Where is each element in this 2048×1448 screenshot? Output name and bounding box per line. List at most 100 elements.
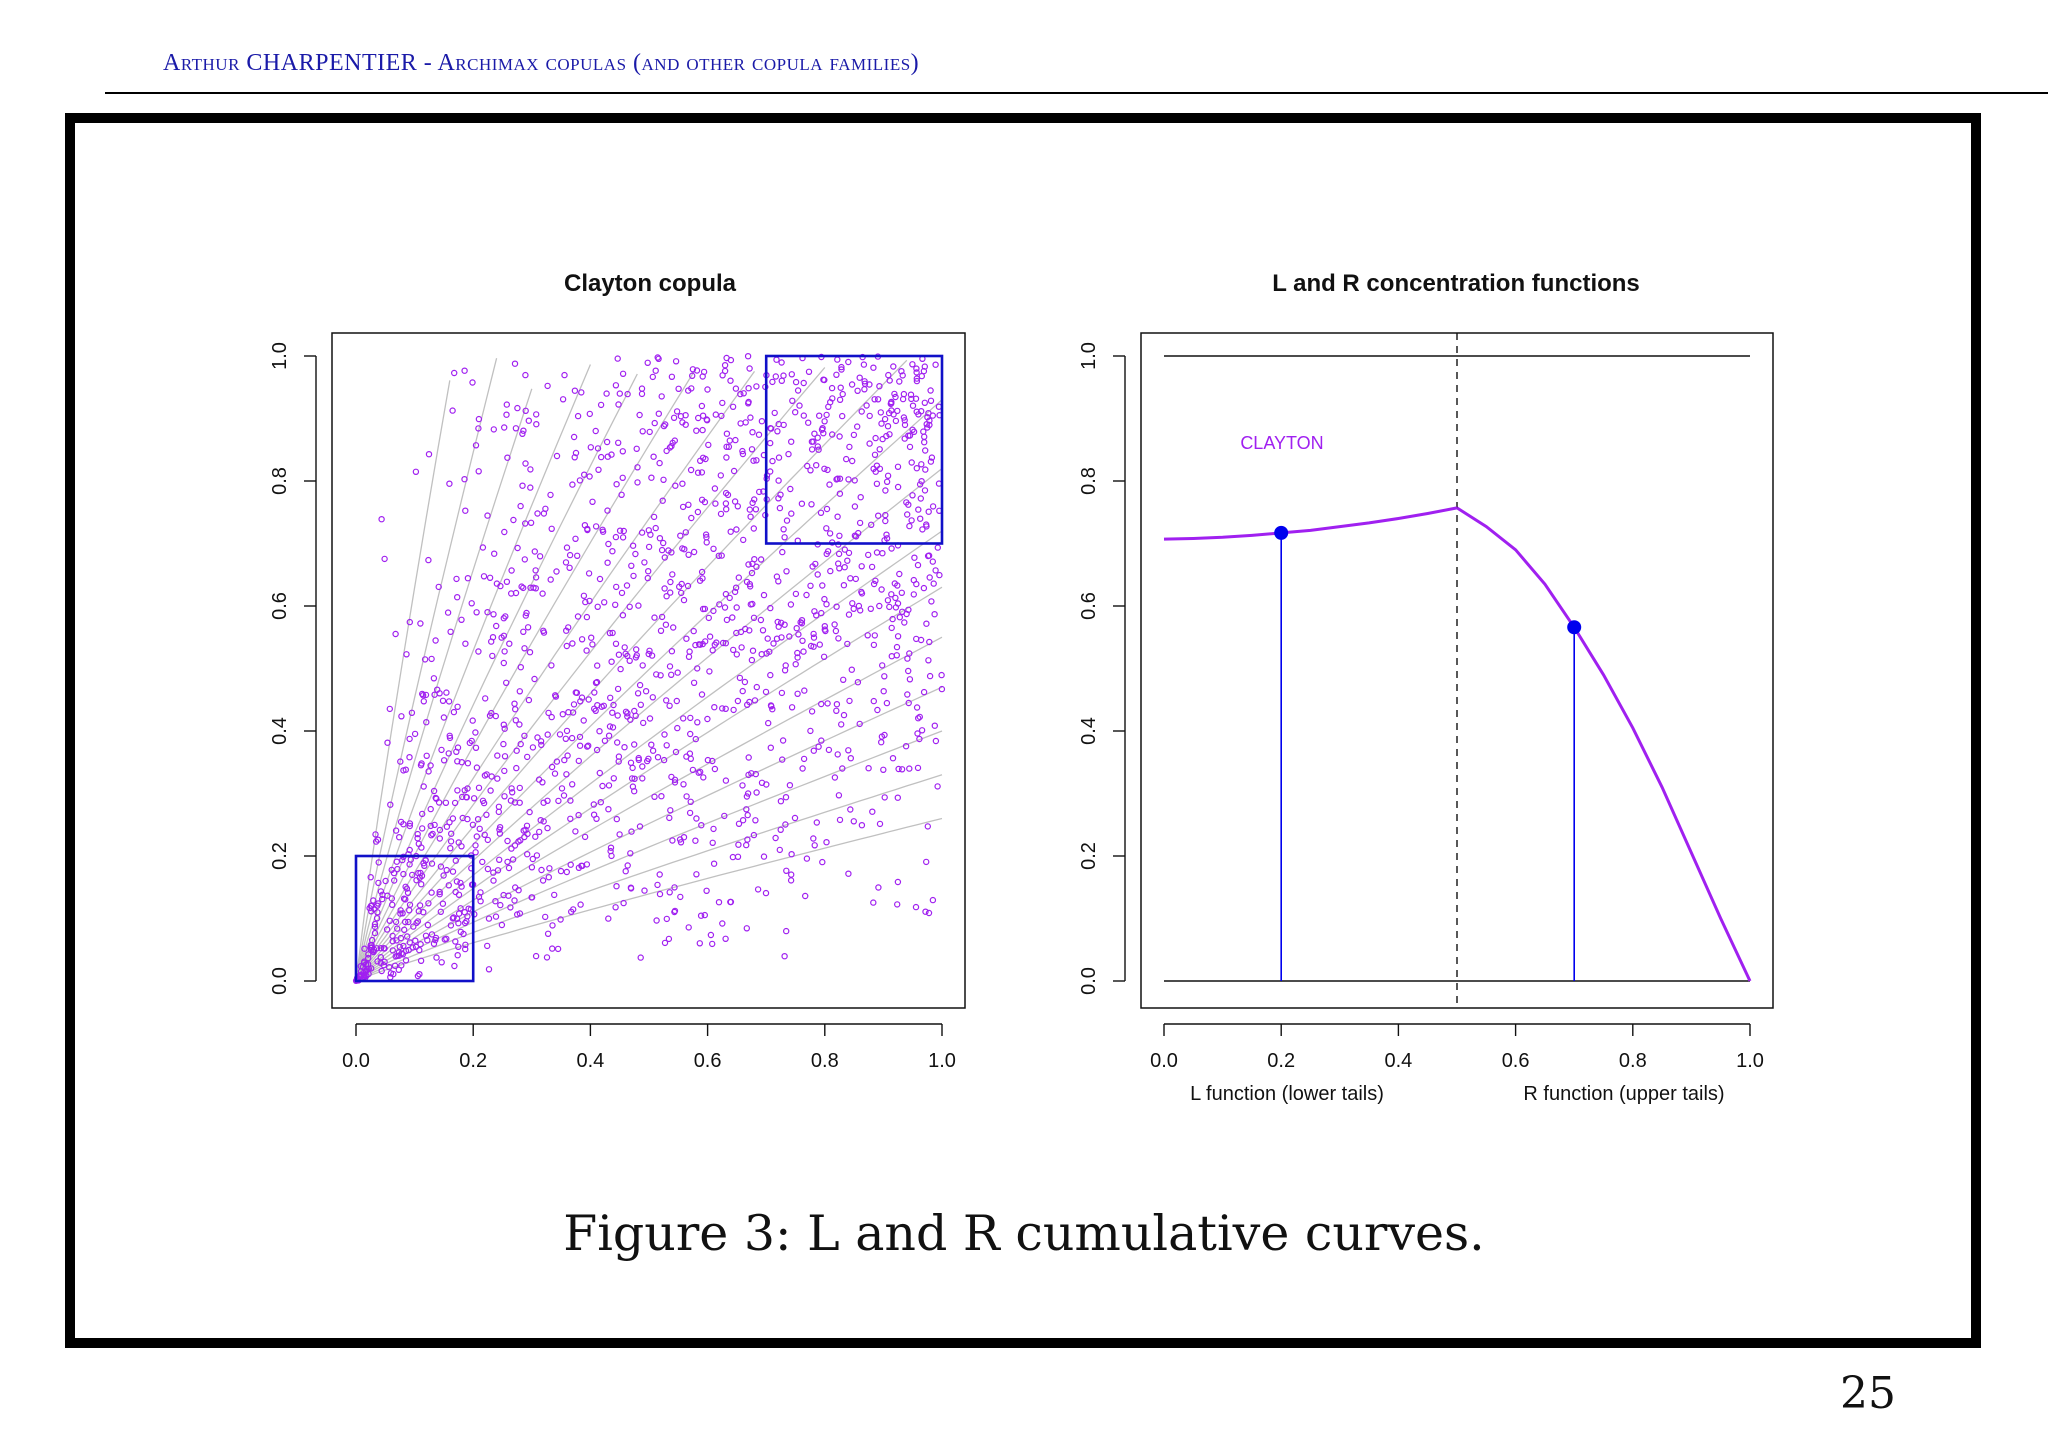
scatter-point [693,871,700,878]
scatter-point [529,744,537,751]
scatter-point [569,481,576,488]
scatter-point [743,925,751,932]
scatter-point [610,701,617,709]
scatter-point [814,571,821,578]
chart1-y-tick-label: 0.8 [269,467,291,495]
scatter-point [698,496,706,503]
header-separator: - [417,50,438,76]
scatter-point [909,402,917,409]
scatter-point [668,443,675,450]
scatter-point [375,879,382,887]
scatter-point [569,640,576,647]
scatter-point [922,447,929,454]
scatter-point [757,616,765,624]
scatter-point [439,900,447,907]
scatter-point [913,408,920,415]
scatter-point [700,774,707,781]
scatter-point [520,584,527,592]
scatter-point [673,408,681,415]
scatter-point [699,412,707,419]
scatter-point [454,952,461,959]
scatter-point [436,891,443,898]
scatter-point [475,415,483,423]
scatter-point [511,897,518,904]
scatter-point [436,888,443,896]
scatter-point [481,831,488,839]
scatter-point [775,578,782,585]
scatter-point [751,556,758,563]
scatter-point [449,407,456,414]
scatter-point [668,773,675,781]
scatter-point [620,899,627,907]
scatter-point [452,938,459,945]
chart2-x-tick-label: 1.0 [1736,1050,1764,1072]
scatter-point [787,877,795,884]
scatter-point [823,839,830,846]
scatter-point [580,592,588,600]
scatter-point [760,591,768,599]
scatter-point [845,358,852,366]
scatter-point [670,414,678,421]
scatter-point [496,856,503,864]
scatter-point [380,962,387,969]
scatter-point [538,866,545,874]
scatter-point [858,590,866,597]
scatter-point [462,941,469,949]
scatter-point [896,378,903,385]
chart2-x-tick-label: 0.8 [1619,1050,1647,1072]
scatter-point [921,433,928,440]
scatter-point [402,896,409,903]
scatter-point [810,747,818,754]
scatter-point [494,775,501,782]
scatter-point [657,627,665,635]
scatter-point [938,685,946,693]
scatter-point [472,744,480,752]
scatter-point [396,943,403,951]
contour-line [355,388,533,982]
scatter-point [658,546,666,554]
scatter-point [526,808,533,816]
scatter-point [504,858,511,866]
scatter-point [490,877,497,884]
scatter-point [464,575,472,582]
scatter-point [926,574,933,581]
scatter-point [787,601,795,608]
scatter-point [662,621,670,628]
scatter-point [560,792,568,799]
chart1-x-tick-label: 0.2 [459,1050,487,1072]
scatter-point [587,444,595,451]
scatter-point [502,613,509,620]
scatter-point [811,842,818,849]
scatter-point [846,443,853,451]
scatter-point [711,704,718,711]
figure-frame [65,113,1981,1348]
chart2-markers [1274,525,1582,981]
contour-line [355,359,908,982]
scatter-point [845,611,853,618]
scatter-point [766,648,773,655]
scatter-point [370,946,378,954]
scatter-point [506,640,513,647]
scatter-point [501,424,508,431]
scatter-point [916,481,924,488]
contour-line [355,380,451,982]
scatter-point [737,628,745,636]
scatter-point [436,835,443,842]
scatter-point [740,390,747,397]
chart1-y-tick-label: 0.0 [269,967,291,995]
scatter-point [603,390,610,397]
scatter-point [447,838,455,845]
scatter-point [458,759,465,766]
scatter-point [634,479,641,486]
scatter-point [640,719,647,727]
scatter-point [532,952,540,960]
scatter-point [871,396,878,403]
scatter-point [817,509,825,516]
scatter-point [453,915,461,923]
scatter-point [777,826,784,834]
scatter-point [716,601,723,608]
scatter-point [753,383,760,390]
scatter-point [783,927,790,935]
scatter-point [711,765,719,773]
scatter-point [594,702,601,709]
